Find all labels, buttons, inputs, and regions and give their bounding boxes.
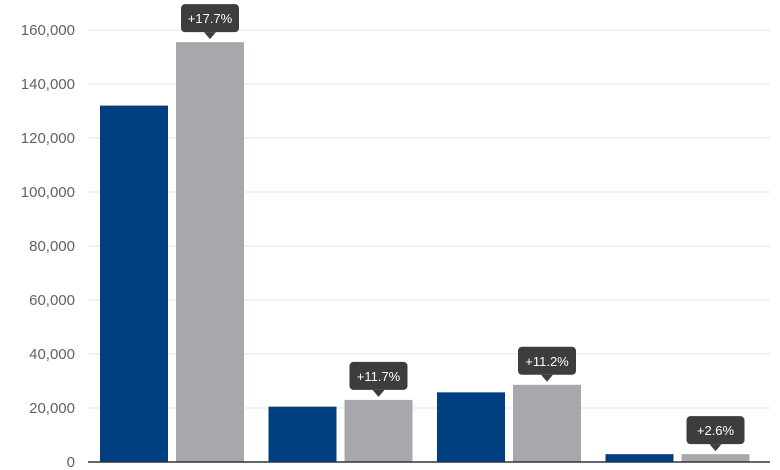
callout-pointer (372, 389, 385, 397)
change-callouts: +17.7% +11.7% +11.2% +2.6% (181, 4, 745, 452)
bar-series-1-group-3 (437, 392, 505, 462)
bar-series-2-group-2 (344, 399, 413, 462)
bar-series-2-group-1 (176, 42, 244, 463)
change-callout: +11.7% (349, 361, 408, 397)
callout-box (181, 4, 239, 33)
callout-pointer (541, 374, 553, 382)
y-tick-label: 100,000 (21, 184, 75, 201)
callout-box (518, 346, 576, 375)
change-callout: +2.6% (686, 416, 745, 452)
bars (100, 42, 750, 463)
y-axis-ticks: 0 20,000 40,000 60,000 80,000 100,000 120,000 1… (21, 22, 75, 470)
y-tick-label: 120,000 (21, 130, 75, 147)
bar-series-2-group-3 (513, 384, 581, 462)
callout-box (686, 416, 745, 445)
bar-series-1-group-4 (605, 454, 674, 462)
change-callout: +17.7% (181, 4, 239, 40)
callout-label: +17.7% (188, 11, 233, 26)
callout-box (349, 361, 408, 390)
bar-series-2-group-4 (681, 454, 750, 462)
y-tick-label: 40,000 (29, 346, 75, 363)
callout-label: +11.2% (525, 354, 569, 369)
callout-label: +11.7% (357, 369, 401, 384)
y-tick-label: 80,000 (29, 238, 75, 255)
change-callout: +11.2% (518, 346, 576, 382)
bar-series-1-group-1 (100, 105, 168, 462)
y-tick-label: 60,000 (29, 292, 75, 309)
callout-pointer (709, 444, 722, 452)
y-tick-label: 0 (67, 454, 75, 470)
callout-label: +2.6% (697, 423, 735, 438)
y-tick-label: 20,000 (29, 400, 75, 417)
callout-pointer (204, 32, 216, 40)
y-tick-label: 140,000 (21, 76, 75, 93)
bar-series-1-group-2 (268, 406, 337, 462)
y-tick-label: 160,000 (21, 22, 75, 39)
